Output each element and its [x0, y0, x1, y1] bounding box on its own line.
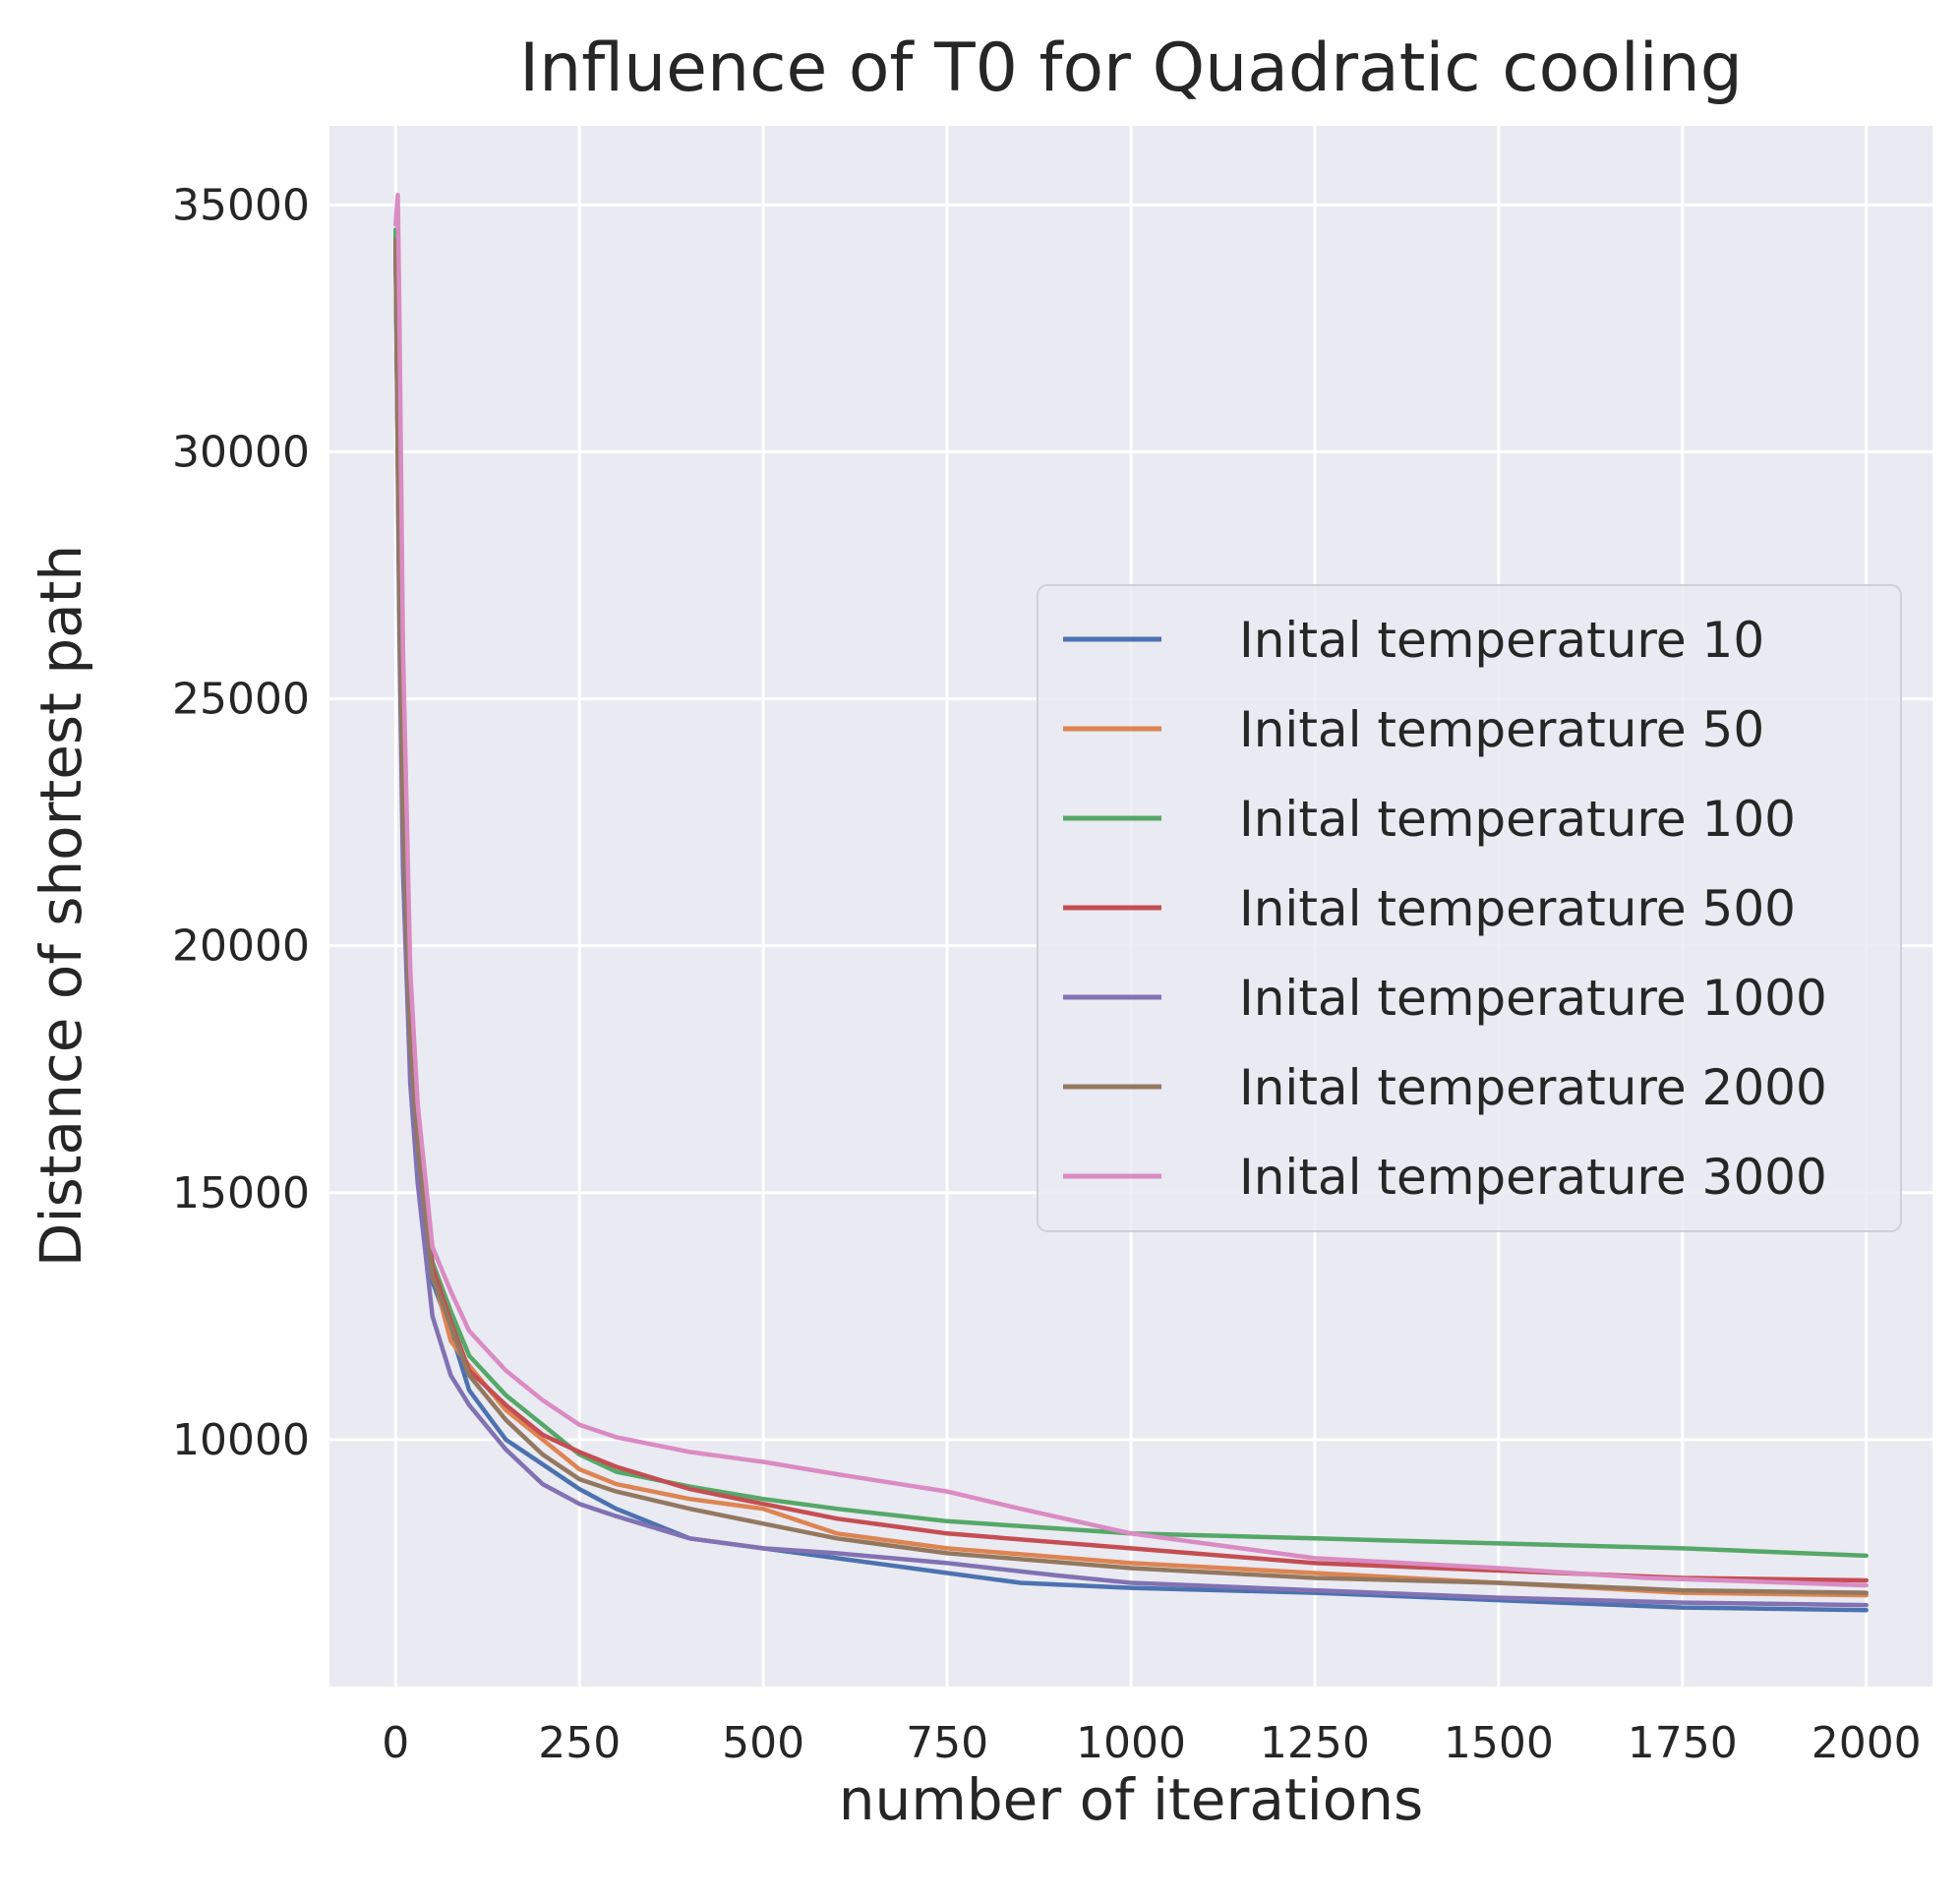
- y-tick-label: 25000: [172, 675, 310, 725]
- x-tick-label: 250: [538, 1718, 621, 1768]
- x-tick-label: 500: [722, 1718, 804, 1768]
- series-line-4: [393, 247, 1869, 1608]
- series-lines: [393, 193, 1869, 1613]
- legend-label-0: Inital temperature 10: [1239, 612, 1764, 669]
- x-tick-labels: 0 250 500 750 1000 1250 1500 1750 2000: [382, 1718, 1921, 1768]
- x-tick-label: 0: [382, 1718, 409, 1768]
- legend-label-3: Inital temperature 500: [1239, 880, 1796, 937]
- chart-title: Influence of T0 for Quadratic cooling: [519, 30, 1743, 107]
- legend: Inital temperature 10 Inital temperature …: [1037, 584, 1902, 1232]
- legend-label-2: Inital temperature 100: [1239, 791, 1796, 848]
- x-tick-label: 1250: [1260, 1718, 1370, 1768]
- y-tick-label: 30000: [172, 427, 310, 477]
- y-axis-label: Distance of shortest path: [28, 545, 94, 1267]
- legend-label-5: Inital temperature 2000: [1239, 1059, 1827, 1116]
- series-line-6: [393, 193, 1869, 1588]
- legend-label-1: Inital temperature 50: [1239, 701, 1764, 758]
- x-tick-label: 2000: [1812, 1718, 1922, 1768]
- y-tick-label: 20000: [172, 921, 310, 972]
- y-tick-label: 15000: [172, 1168, 310, 1218]
- x-tick-label: 1750: [1628, 1718, 1738, 1768]
- x-tick-label: 750: [906, 1718, 988, 1768]
- y-tick-label: 10000: [172, 1415, 310, 1465]
- x-tick-label: 1000: [1076, 1718, 1186, 1768]
- x-axis-label: number of iterations: [839, 1766, 1423, 1833]
- x-tick-label: 1500: [1444, 1718, 1554, 1768]
- legend-label-6: Inital temperature 3000: [1239, 1149, 1827, 1206]
- legend-box: [1037, 584, 1902, 1232]
- y-tick-labels: 10000 15000 20000 25000 30000 35000: [172, 180, 310, 1465]
- series-line-5: [393, 237, 1869, 1595]
- y-tick-label: 35000: [172, 180, 310, 230]
- legend-label-4: Inital temperature 1000: [1239, 970, 1827, 1027]
